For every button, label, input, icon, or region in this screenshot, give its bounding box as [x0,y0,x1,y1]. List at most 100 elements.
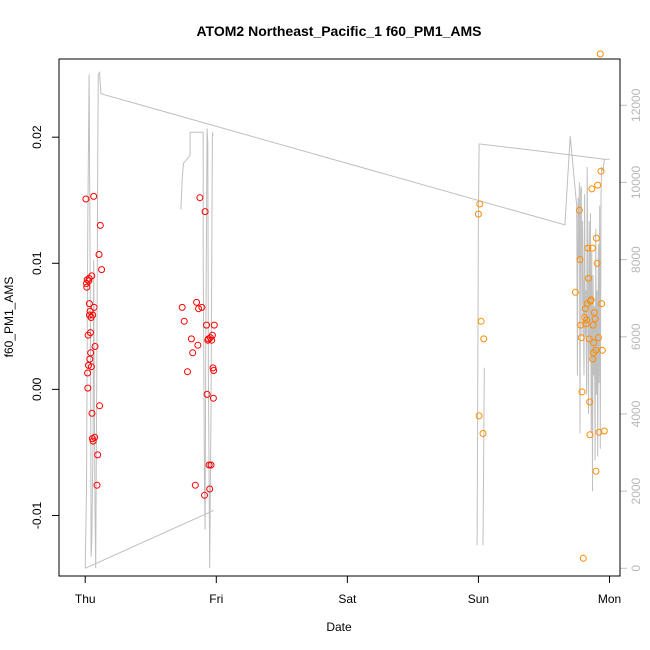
data-point [590,339,598,347]
data-point [208,336,216,344]
data-point [87,349,95,357]
y-axis-label: f60_PM1_AMS [2,277,16,358]
data-point [83,283,91,291]
x-tick-label: Thu [75,592,96,606]
data-point [594,181,602,189]
data-point [592,234,600,242]
plot-frame [58,58,621,577]
data-point [587,296,595,304]
data-point [201,491,208,499]
secondary-line-segment [180,128,214,569]
data-point [474,210,482,218]
y2-tick-label: 12000 [629,88,643,122]
data-point [588,185,596,193]
data-point [596,50,604,58]
data-point [206,485,214,493]
secondary-line-segment [84,71,610,569]
data-point [480,335,488,343]
data-point [578,388,586,396]
data-point [180,317,188,325]
data-point [85,277,93,285]
data-point [571,288,579,296]
data-point [593,259,601,267]
data-point [597,167,605,175]
data-point [96,221,104,229]
data-point [203,321,210,329]
secondary-line-group [84,71,610,569]
data-point [586,398,594,406]
data-point [576,256,584,263]
data-point [91,433,99,441]
data-point [184,368,191,376]
data-point [98,266,106,274]
data-point [89,437,97,445]
data-point [84,384,92,392]
data-point [198,303,206,311]
data-point [600,427,608,435]
y2-tick-label: 4000 [629,400,643,427]
y-tick-label: -0.01 [30,501,44,529]
data-point [88,409,96,417]
x-tick-label: Sat [338,592,357,606]
data-point [85,300,93,308]
data-point [178,303,186,311]
data-point [582,320,590,328]
data-point [592,467,600,475]
y2-tick-label: 0 [629,565,643,572]
data-point [91,343,99,350]
data-point [90,303,98,311]
data-point [586,431,594,439]
y-tick-label: 0.01 [30,251,44,275]
x-tick-label: Mon [598,592,621,606]
data-point [589,244,596,252]
data-point [579,554,587,562]
data-point [203,390,211,398]
data-point [598,300,606,308]
data-point [82,195,90,203]
data-point [196,194,204,202]
data-point [83,276,91,284]
data-point [591,315,599,323]
data-point [584,244,592,252]
data-point [210,367,218,374]
x-tick-label: Sun [468,592,489,606]
data-point [589,321,597,329]
data-point [594,334,602,342]
data-point [90,192,98,200]
data-point [94,451,102,459]
data-point [595,428,603,436]
data-point [87,329,94,337]
data-point [194,341,202,349]
data-point [577,334,585,342]
data-point [187,335,195,343]
data-point [477,317,485,325]
data-point [207,461,215,469]
data-point [475,412,483,420]
data-point [96,402,104,410]
data-point [189,349,197,357]
data-point [89,311,97,319]
y-tick-label: 0.02 [30,125,44,149]
y-tick-label: 0.00 [30,377,44,401]
data-point [88,272,96,280]
data-point [205,461,213,469]
data-point [93,481,101,489]
secondary-line-segment [482,367,485,546]
data-point [598,346,606,354]
y2-tick-label: 8000 [629,246,643,273]
data-point [479,430,487,437]
data-point [191,481,199,489]
data-point [585,335,593,343]
x-tick-label: Fri [209,592,223,606]
data-point [210,321,218,329]
data-point [84,369,92,377]
y2-tick-label: 6000 [629,323,643,350]
data-point [209,394,217,402]
data-point [95,251,103,258]
data-point [201,208,209,216]
data-point [476,200,484,208]
chart-title: ATOM2 Northeast_Pacific_1 f60_PM1_AMS [196,23,481,39]
data-point [575,206,583,214]
data-point [583,316,591,324]
